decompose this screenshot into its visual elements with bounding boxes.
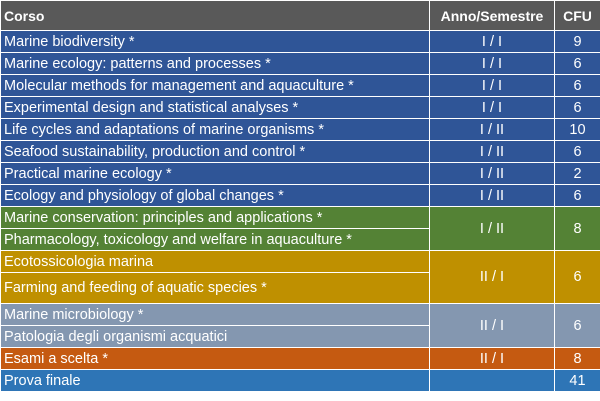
course-table: Corso Anno/Semestre CFU Marine biodivers… bbox=[0, 0, 600, 392]
table-row: Life cycles and adaptations of marine or… bbox=[0, 118, 600, 141]
course-semester: I / II bbox=[429, 140, 555, 163]
course-semester: II / I bbox=[429, 347, 555, 370]
course-name: Ecotossicologia marina bbox=[0, 250, 430, 273]
table-row: Prova finale 41 bbox=[0, 369, 600, 392]
course-semester: I / II bbox=[429, 162, 555, 185]
table-row: Practical marine ecology * I / II 2 bbox=[0, 162, 600, 185]
course-cfu: 6 bbox=[554, 250, 600, 304]
course-name: Farming and feeding of aquatic species * bbox=[0, 272, 430, 304]
course-semester: I / I bbox=[429, 96, 555, 119]
course-cfu: 8 bbox=[554, 347, 600, 370]
course-cfu: 6 bbox=[554, 140, 600, 163]
course-semester: I / I bbox=[429, 52, 555, 75]
table-row: Ecology and physiology of global changes… bbox=[0, 184, 600, 207]
table-row: Molecular methods for management and aqu… bbox=[0, 74, 600, 97]
table-row: Marine microbiology * II / I 6 bbox=[0, 303, 600, 348]
course-semester: I / II bbox=[429, 184, 555, 207]
course-name: Patologia degli organismi acquatici bbox=[0, 325, 430, 348]
course-cfu: 8 bbox=[554, 206, 600, 251]
course-name: Marine biodiversity * bbox=[0, 30, 430, 53]
course-name: Experimental design and statistical anal… bbox=[0, 96, 430, 119]
course-name: Esami a scelta * bbox=[0, 347, 430, 370]
course-semester: I / II bbox=[429, 118, 555, 141]
header-row: Corso Anno/Semestre CFU bbox=[0, 0, 600, 31]
course-cfu: 6 bbox=[554, 52, 600, 75]
course-cfu: 6 bbox=[554, 74, 600, 97]
course-name: Molecular methods for management and aqu… bbox=[0, 74, 430, 97]
table-row: Pharmacology, toxicology and welfare in … bbox=[0, 228, 600, 251]
table-row: Marine ecology: patterns and processes *… bbox=[0, 52, 600, 75]
table-row: Esami a scelta * II / I 8 bbox=[0, 347, 600, 370]
course-cfu: 6 bbox=[554, 303, 600, 348]
course-name: Marine microbiology * bbox=[0, 303, 430, 326]
course-semester: I / I bbox=[429, 74, 555, 97]
course-semester: II / I bbox=[429, 250, 555, 304]
course-cfu: 6 bbox=[554, 96, 600, 119]
course-cfu: 2 bbox=[554, 162, 600, 185]
course-name: Practical marine ecology * bbox=[0, 162, 430, 185]
course-semester bbox=[429, 369, 555, 392]
table-row: Seafood sustainability, production and c… bbox=[0, 140, 600, 163]
course-semester: I / II bbox=[429, 206, 555, 251]
course-semester: I / I bbox=[429, 30, 555, 53]
header-cfu: CFU bbox=[554, 0, 600, 31]
table-row: Patologia degli organismi acquatici bbox=[0, 325, 600, 348]
course-name: Life cycles and adaptations of marine or… bbox=[0, 118, 430, 141]
table-row: Experimental design and statistical anal… bbox=[0, 96, 600, 119]
course-cfu: 41 bbox=[554, 369, 600, 392]
table-row: Marine biodiversity * I / I 9 bbox=[0, 30, 600, 53]
course-name: Marine ecology: patterns and processes * bbox=[0, 52, 430, 75]
course-name: Pharmacology, toxicology and welfare in … bbox=[0, 228, 430, 251]
course-cfu: 9 bbox=[554, 30, 600, 53]
table-row: Ecotossicologia marina II / I 6 bbox=[0, 250, 600, 304]
header-corso: Corso bbox=[0, 0, 430, 31]
course-name: Marine conservation: principles and appl… bbox=[0, 206, 430, 229]
header-anno-semestre: Anno/Semestre bbox=[429, 0, 555, 31]
course-name: Seafood sustainability, production and c… bbox=[0, 140, 430, 163]
table-row: Marine conservation: principles and appl… bbox=[0, 206, 600, 251]
course-cfu: 6 bbox=[554, 184, 600, 207]
course-semester: II / I bbox=[429, 303, 555, 348]
course-cfu: 10 bbox=[554, 118, 600, 141]
course-name: Prova finale bbox=[0, 369, 430, 392]
course-name: Ecology and physiology of global changes… bbox=[0, 184, 430, 207]
